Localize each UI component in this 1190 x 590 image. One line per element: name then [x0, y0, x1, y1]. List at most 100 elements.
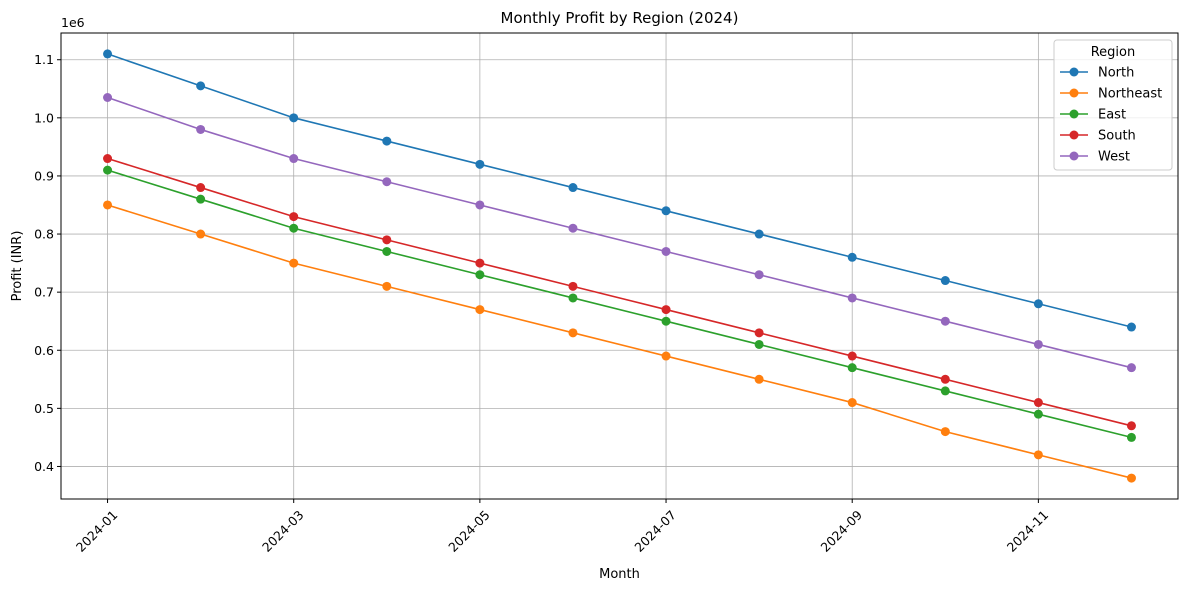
data-point	[196, 183, 206, 193]
data-point	[568, 223, 578, 233]
data-point	[661, 351, 671, 361]
data-point	[940, 276, 950, 286]
legend-title: Region	[1091, 45, 1136, 60]
data-point	[1033, 398, 1043, 408]
data-point	[1033, 299, 1043, 309]
data-point	[661, 246, 671, 256]
data-point	[754, 374, 764, 384]
x-tick-label: 2024-01	[73, 507, 121, 555]
data-point	[754, 229, 764, 239]
series-line	[107, 157, 1132, 427]
y-axis-ticks: 0.4 0.5 0.6 0.7 0.8 0.9 1.0 1.1	[34, 52, 61, 474]
legend-item-south: South	[1060, 129, 1136, 144]
data-point	[568, 281, 578, 291]
x-axis-ticks: 2024-01 2024-03 2024-05 2024-07 2024-09 2024-…	[73, 499, 1051, 555]
legend-items: North Northeast East South West	[1060, 66, 1162, 165]
y-tick-label: 1.0	[34, 110, 54, 125]
data-point	[1033, 450, 1043, 460]
legend-swatch-marker	[1069, 151, 1079, 161]
data-point	[103, 92, 113, 102]
series-south	[103, 154, 1136, 431]
legend-swatch-marker	[1069, 130, 1079, 140]
y-tick-label: 0.8	[34, 227, 54, 242]
x-tick-label: 2024-05	[445, 507, 493, 555]
data-point	[661, 305, 671, 315]
legend: Region North Northeast East South West	[1053, 39, 1173, 171]
legend-swatch-marker	[1069, 88, 1079, 98]
series-west	[103, 92, 1136, 373]
data-point	[196, 81, 206, 91]
data-point	[1033, 409, 1043, 419]
data-point	[475, 258, 485, 268]
data-point	[754, 339, 764, 349]
data-point	[196, 124, 206, 134]
data-point	[940, 386, 950, 396]
data-point	[847, 252, 857, 262]
legend-swatch-marker	[1069, 67, 1079, 77]
data-point	[475, 200, 485, 210]
data-point	[103, 165, 113, 175]
data-point	[289, 154, 299, 164]
data-point	[568, 293, 578, 303]
data-point	[475, 305, 485, 315]
legend-label: East	[1098, 108, 1126, 123]
data-point	[661, 206, 671, 216]
data-point	[289, 113, 299, 123]
x-tick-label: 2024-03	[259, 507, 307, 555]
y-tick-label: 0.7	[34, 285, 54, 300]
data-point	[382, 136, 392, 146]
series-line	[107, 53, 1132, 328]
data-point	[103, 154, 113, 164]
y-axis-offset-label: 1e6	[61, 15, 85, 30]
data-point	[940, 427, 950, 437]
series-lines	[103, 49, 1136, 483]
data-point	[289, 258, 299, 268]
data-point	[382, 177, 392, 187]
legend-item-east: East	[1060, 108, 1126, 123]
data-point	[847, 363, 857, 373]
data-point	[1126, 363, 1136, 373]
data-point	[382, 235, 392, 245]
chart-title: Monthly Profit by Region (2024)	[501, 9, 739, 27]
legend-swatch-marker	[1069, 109, 1079, 119]
y-tick-label: 0.6	[34, 343, 54, 358]
series-line	[107, 204, 1132, 479]
series-east	[103, 165, 1136, 442]
data-point	[1126, 421, 1136, 431]
legend-item-west: West	[1060, 150, 1130, 165]
y-tick-label: 0.4	[34, 459, 54, 474]
data-point	[103, 200, 113, 210]
data-point	[940, 316, 950, 326]
legend-label: South	[1098, 129, 1136, 144]
x-tick-label: 2024-11	[1004, 507, 1052, 555]
data-point	[196, 229, 206, 239]
data-point	[475, 270, 485, 280]
data-point	[661, 316, 671, 326]
x-tick-label: 2024-07	[631, 507, 679, 555]
series-line	[107, 169, 1132, 439]
data-point	[382, 281, 392, 291]
data-point	[754, 270, 764, 280]
data-point	[289, 223, 299, 233]
data-point	[1126, 322, 1136, 332]
y-tick-label: 0.5	[34, 401, 54, 416]
data-point	[475, 159, 485, 169]
series-northeast	[103, 200, 1136, 483]
plot-area-frame	[60, 32, 1179, 500]
series-north	[103, 49, 1136, 332]
x-tick-label: 2024-09	[818, 507, 866, 555]
grid-lines	[61, 33, 1178, 499]
legend-label: Northeast	[1098, 87, 1162, 102]
data-point	[940, 374, 950, 384]
data-point	[754, 328, 764, 338]
legend-item-northeast: Northeast	[1060, 87, 1162, 102]
data-point	[382, 246, 392, 256]
data-point	[568, 328, 578, 338]
data-point	[568, 183, 578, 193]
data-point	[103, 49, 113, 59]
data-point	[1126, 432, 1136, 442]
legend-label: North	[1098, 66, 1134, 81]
y-tick-label: 1.1	[34, 52, 54, 67]
data-point	[196, 194, 206, 204]
